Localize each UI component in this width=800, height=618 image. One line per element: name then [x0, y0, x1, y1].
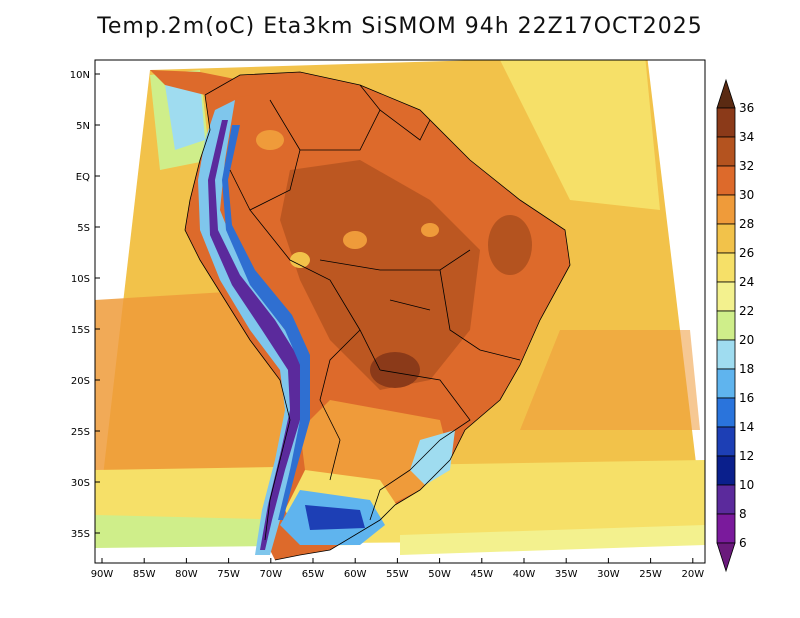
colorbar-segment	[716, 397, 736, 428]
latitude-axis: 10N 5N EQ 5S 10S 15S 20S 25S 30S 35S	[70, 70, 100, 540]
map-frame	[94, 59, 706, 564]
colorbar-segment	[716, 484, 736, 515]
lat-tick-label: 10S	[71, 274, 90, 285]
colorbar-segment	[716, 310, 736, 341]
lat-tick-label: EQ	[76, 172, 90, 183]
lon-tick-label: 75W	[217, 569, 240, 580]
lon-tick-label: 60W	[344, 569, 367, 580]
colorbar-top-arrow	[716, 78, 736, 109]
lat-tick-label: 30S	[71, 478, 90, 489]
lon-tick-label: 40W	[513, 569, 536, 580]
northeast-hot	[488, 215, 532, 275]
lat-tick-label: 10N	[70, 70, 90, 81]
colorbar-bottom-arrow	[716, 542, 736, 573]
lon-tick-label: 85W	[133, 569, 156, 580]
colorbar-segment	[716, 165, 736, 196]
lon-tick-label: 35W	[555, 569, 578, 580]
andes-core	[208, 120, 300, 550]
colorbar-segment	[716, 513, 736, 544]
lon-tick-label: 55W	[386, 569, 409, 580]
longitude-axis: 90W 85W 80W 75W 70W 65W 60W 55W 50W 45W 40W 35W 30W 2…	[91, 558, 704, 580]
andes-mid	[222, 125, 310, 520]
ocean-warm-band-2	[520, 330, 700, 430]
colorbar-segment	[716, 194, 736, 225]
map-title: Temp.2m(oC) Eta3km SiSMOM 94h 22Z17OCT20…	[97, 14, 703, 39]
colorbar-label: 26	[739, 246, 754, 260]
lon-tick-label: 25W	[639, 569, 662, 580]
lat-tick-label: 15S	[71, 325, 90, 336]
lat-tick-label: 20S	[71, 376, 90, 387]
lon-tick-label: 70W	[259, 569, 282, 580]
patagonia-very-cold	[305, 505, 365, 530]
amazon-cool-patch	[343, 231, 367, 249]
colorbar-label: 18	[739, 362, 754, 376]
ocean-pale-north	[500, 60, 660, 210]
colorbar-segment	[716, 223, 736, 254]
colorbar-segment	[716, 136, 736, 167]
amazon-cool-patch	[421, 223, 439, 237]
colorbar-segment	[716, 368, 736, 399]
lon-tick-label: 30W	[597, 569, 620, 580]
colorbar-segment	[716, 281, 736, 312]
temperature-field	[95, 60, 705, 563]
interior-hot	[280, 160, 480, 390]
colorbar-label: 8	[739, 507, 747, 521]
colorbar-label: 34	[739, 130, 754, 144]
country-borders	[184, 71, 571, 561]
lon-tick-label: 45W	[470, 569, 493, 580]
colorbar-label: 24	[739, 275, 754, 289]
colorbar-label: 12	[739, 449, 754, 463]
colorbar: 36 34 32 30 28 26 24 22 20 18 16 14 12 10 8 6	[716, 78, 754, 573]
south-brazil-cool	[410, 430, 455, 485]
amazon-cool-patch	[290, 252, 310, 268]
andes-cold-strip	[198, 100, 310, 555]
lat-tick-label: 5N	[76, 121, 90, 132]
lon-tick-label: 50W	[428, 569, 451, 580]
colorbar-segment	[716, 107, 736, 138]
colorbar-label: 16	[739, 391, 754, 405]
colorbar-label: 28	[739, 217, 754, 231]
lat-tick-label: 25S	[71, 427, 90, 438]
max-heat-spot	[370, 352, 420, 388]
colorbar-label: 20	[739, 333, 754, 347]
lon-tick-label: 80W	[175, 569, 198, 580]
colorbar-label: 14	[739, 420, 754, 434]
amazon-cool-patch	[256, 130, 284, 150]
colorbar-segment	[716, 426, 736, 457]
lon-tick-label: 65W	[302, 569, 325, 580]
colorbar-label: 30	[739, 188, 754, 202]
colorbar-segment	[716, 455, 736, 486]
colorbar-label: 36	[739, 101, 754, 115]
lon-tick-label: 20W	[681, 569, 704, 580]
colorbar-label: 6	[739, 536, 747, 550]
central-america-land	[150, 70, 250, 100]
pacific-blue-north	[165, 80, 205, 150]
lat-tick-label: 5S	[77, 223, 90, 234]
colorbar-label: 32	[739, 159, 754, 173]
ocean-south-green-2	[400, 525, 705, 555]
colorbar-label: 22	[739, 304, 754, 318]
colorbar-label: 10	[739, 478, 754, 492]
lat-tick-label: 35S	[71, 529, 90, 540]
colorbar-segment	[716, 339, 736, 370]
lon-tick-label: 90W	[91, 569, 114, 580]
colorbar-segment	[716, 252, 736, 283]
